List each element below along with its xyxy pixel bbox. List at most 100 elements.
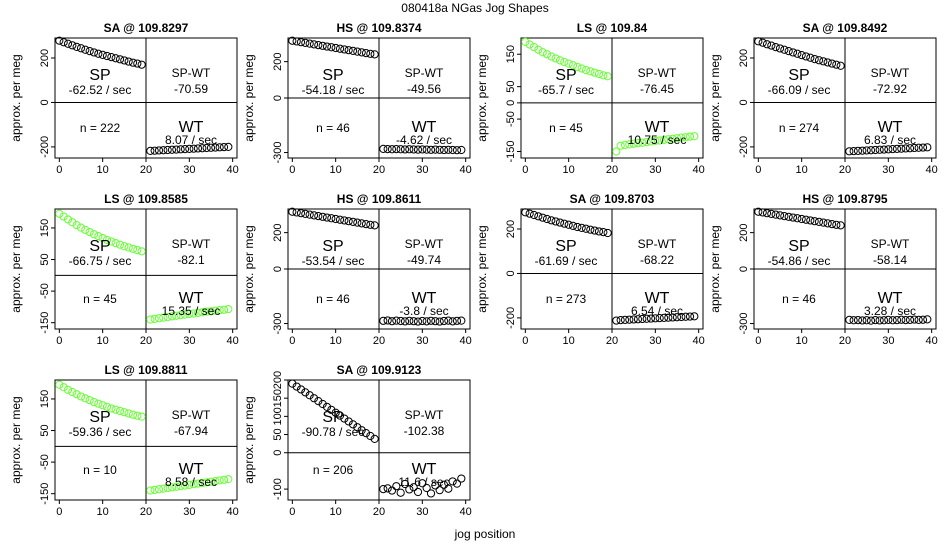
panel-2: HS @ 109.8374 0 10 20 30 40 200 0 -300 approx. pe… [242, 21, 472, 176]
data-point [292, 37, 301, 46]
data-point [875, 145, 884, 154]
y-tick-label: 150 [39, 219, 51, 237]
data-point [353, 47, 362, 56]
data-point [379, 316, 388, 325]
n-count: n = 10 [83, 463, 117, 477]
data-point [923, 315, 932, 324]
x-tick-label: 30 [649, 164, 661, 176]
panel-8: HS @ 109.8795 0 10 20 30 40 200 0 -300 approx. pe… [708, 192, 938, 347]
data-point [594, 69, 604, 79]
data-point [918, 143, 928, 152]
data-point [629, 139, 638, 148]
data-point [202, 307, 211, 316]
data-point [827, 59, 837, 68]
data-point [884, 315, 893, 325]
spwt-value: -49.74 [407, 253, 441, 267]
data-point [219, 475, 229, 484]
data-point [102, 402, 112, 411]
x-tick-label: 20 [373, 506, 385, 518]
data-point [616, 141, 625, 150]
spwt-label: SP-WT [405, 237, 444, 251]
panel-title: SA @ 109.8492 [803, 21, 888, 35]
spwt-value: -76.45 [640, 82, 674, 96]
y-tick-label: 50 [272, 428, 284, 440]
data-point [215, 143, 224, 152]
wt-rate: 11.6 / sec [398, 475, 449, 489]
data-point [405, 145, 414, 154]
x-tick-label: 10 [796, 164, 808, 176]
data-point [448, 145, 457, 155]
data-point [59, 38, 68, 47]
data-point [862, 146, 871, 155]
data-point [85, 227, 94, 237]
data-point [344, 46, 353, 55]
data-point [620, 315, 630, 324]
data-point [405, 316, 414, 325]
data-point [115, 406, 125, 416]
data-point [76, 223, 86, 232]
data-point [357, 48, 366, 57]
data-point [780, 45, 789, 54]
x-tick-label: 40 [460, 335, 472, 347]
data-point [810, 55, 819, 64]
data-point [435, 145, 444, 154]
data-point [370, 221, 379, 230]
data-point [353, 218, 362, 227]
data-point [664, 313, 673, 322]
sp-label: SP [322, 238, 343, 255]
data-point [897, 315, 906, 324]
data-point [457, 145, 466, 155]
y-tick-label: 50 [39, 424, 51, 436]
data-point [529, 42, 539, 52]
data-point [370, 434, 379, 444]
data-point [444, 316, 453, 325]
data-point [387, 145, 397, 154]
data-point [55, 209, 64, 218]
data-point [318, 399, 327, 409]
y-tick-label: 0 [505, 100, 517, 106]
y-tick-label: 200 [272, 52, 284, 70]
data-point [392, 316, 401, 325]
x-tick-label: 10 [330, 506, 342, 518]
data-point [396, 316, 405, 326]
data-point [581, 66, 591, 75]
panel-7: SA @ 109.8703 0 10 20 30 40 200 0 -200 approx. pe… [475, 192, 705, 347]
data-point [193, 144, 203, 153]
sp-rate: -66.09 / sec [768, 83, 831, 97]
data-point [366, 220, 375, 229]
data-point [115, 240, 125, 249]
data-point [827, 219, 837, 229]
data-point [573, 222, 582, 232]
data-point [348, 420, 358, 429]
y-tick-label: -300 [738, 313, 750, 335]
data-point [555, 56, 565, 65]
x-tick-label: 0 [56, 506, 62, 518]
n-count: n = 206 [313, 463, 354, 477]
data-point [128, 244, 138, 253]
y-tick-label: 0 [738, 266, 750, 272]
data-point [146, 486, 155, 495]
data-point [681, 133, 690, 142]
data-point [418, 316, 427, 326]
data-point [81, 394, 90, 403]
data-point [616, 316, 625, 325]
data-point [357, 219, 366, 228]
y-tick-label: -200 [738, 136, 750, 158]
data-point [806, 53, 815, 62]
wt-label: WT [412, 461, 437, 478]
data-point [331, 214, 340, 224]
data-point [211, 306, 220, 315]
x-tick-label: 0 [289, 335, 295, 347]
data-point [206, 307, 216, 316]
data-point [806, 216, 815, 225]
data-point [849, 316, 858, 325]
data-point [426, 316, 436, 325]
wt-label: WT [645, 119, 670, 136]
data-point [762, 209, 772, 218]
spwt-label: SP-WT [172, 408, 211, 422]
y-tick-label: -50 [39, 283, 51, 299]
data-point [296, 385, 306, 394]
n-count: n = 45 [83, 292, 117, 306]
data-point [348, 217, 358, 227]
